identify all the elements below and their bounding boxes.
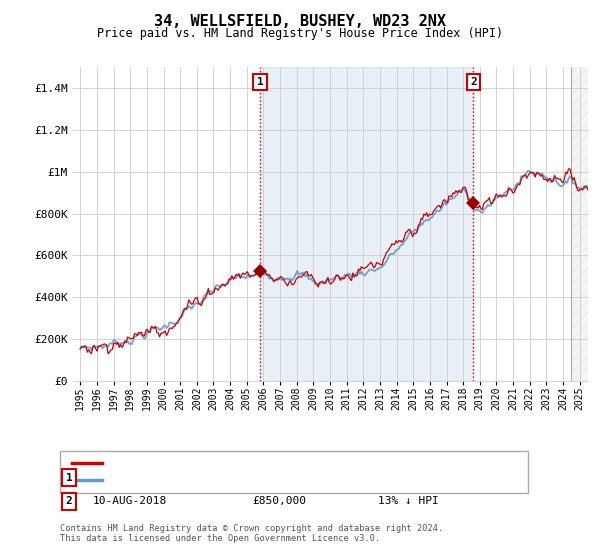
Text: HPI: Average price, detached house, Hertsmere: HPI: Average price, detached house, Hert… [105, 475, 386, 486]
Text: 2: 2 [65, 496, 73, 506]
Text: 13% ↓ HPI: 13% ↓ HPI [378, 496, 439, 506]
Text: Price paid vs. HM Land Registry's House Price Index (HPI): Price paid vs. HM Land Registry's House … [97, 27, 503, 40]
Text: 10-AUG-2018: 10-AUG-2018 [93, 496, 167, 506]
Text: £850,000: £850,000 [252, 496, 306, 506]
Text: 34, WELLSFIELD, BUSHEY, WD23 2NX: 34, WELLSFIELD, BUSHEY, WD23 2NX [154, 14, 446, 29]
Text: Contains HM Land Registry data © Crown copyright and database right 2024.
This d: Contains HM Land Registry data © Crown c… [60, 524, 443, 543]
Bar [260, 67, 473, 381]
Text: 6% ↑ HPI: 6% ↑ HPI [378, 473, 432, 483]
Text: 17-OCT-2005: 17-OCT-2005 [93, 473, 167, 483]
Text: 1: 1 [65, 473, 73, 483]
Bar [571, 67, 588, 381]
Text: 34, WELLSFIELD, BUSHEY, WD23 2NX (detached house): 34, WELLSFIELD, BUSHEY, WD23 2NX (detach… [105, 458, 411, 468]
Text: 2: 2 [470, 77, 476, 87]
Text: £525,000: £525,000 [252, 473, 306, 483]
Text: 1: 1 [257, 77, 263, 87]
